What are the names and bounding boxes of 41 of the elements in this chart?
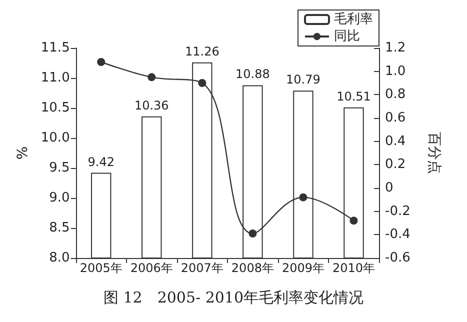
y-tick-label: 9.0: [49, 190, 70, 206]
data-label: 10.88: [236, 67, 270, 82]
y2-tick-label: 1.2: [385, 40, 406, 56]
y-tick-label: 11.0: [40, 70, 70, 86]
data-label: 9.42: [88, 154, 114, 169]
x-tick-label: 2008年: [231, 261, 274, 275]
y2-tick-label: 0.8: [385, 87, 406, 102]
y-tick-label: 8.5: [49, 220, 70, 236]
point: [198, 79, 206, 87]
y2-tick-label: 1.0: [385, 64, 406, 79]
data-label: 10.79: [286, 72, 320, 87]
y-axis-title: %: [15, 146, 31, 160]
x-tick-label: 2007年: [180, 261, 224, 275]
legend-label: 同比: [334, 29, 360, 44]
x-tick-label: 2005年: [80, 261, 122, 275]
y-tick-label: 11.5: [40, 40, 70, 56]
point: [148, 73, 156, 82]
y2-tick-label: -0.2: [385, 204, 410, 219]
x-tick-label: 2010年: [332, 261, 376, 275]
y-tick-label: 9.5: [49, 160, 70, 176]
y-tick-label: 10.0: [40, 130, 70, 146]
point: [97, 58, 106, 66]
y-tick-label: 8.0: [49, 250, 70, 266]
point: [350, 216, 358, 225]
y-tick-label: 10.5: [40, 100, 70, 116]
text: 图 12 2005- 2010年毛利率变化情况: [103, 288, 364, 306]
data-label: 10.36: [134, 98, 169, 112]
y2-tick-label: -0.6: [385, 250, 410, 266]
y2-tick-label: 0.4: [385, 134, 406, 149]
x-tick-label: 2006年: [130, 261, 173, 275]
y2-tick-label: 0: [385, 180, 394, 196]
x-tick-label: 2009年: [282, 261, 324, 275]
y2-tick-label: 0.6: [385, 110, 406, 126]
y2-tick-label: -0.4: [385, 227, 410, 242]
y2-axis-title: 百分点: [426, 132, 442, 174]
data-label: 10.51: [336, 89, 371, 104]
y2-tick-label: 0.2: [385, 157, 406, 172]
data-label: 11.26: [184, 44, 220, 58]
point: [248, 230, 257, 238]
point: [299, 193, 308, 202]
legend-label: 毛利率: [334, 11, 373, 27]
